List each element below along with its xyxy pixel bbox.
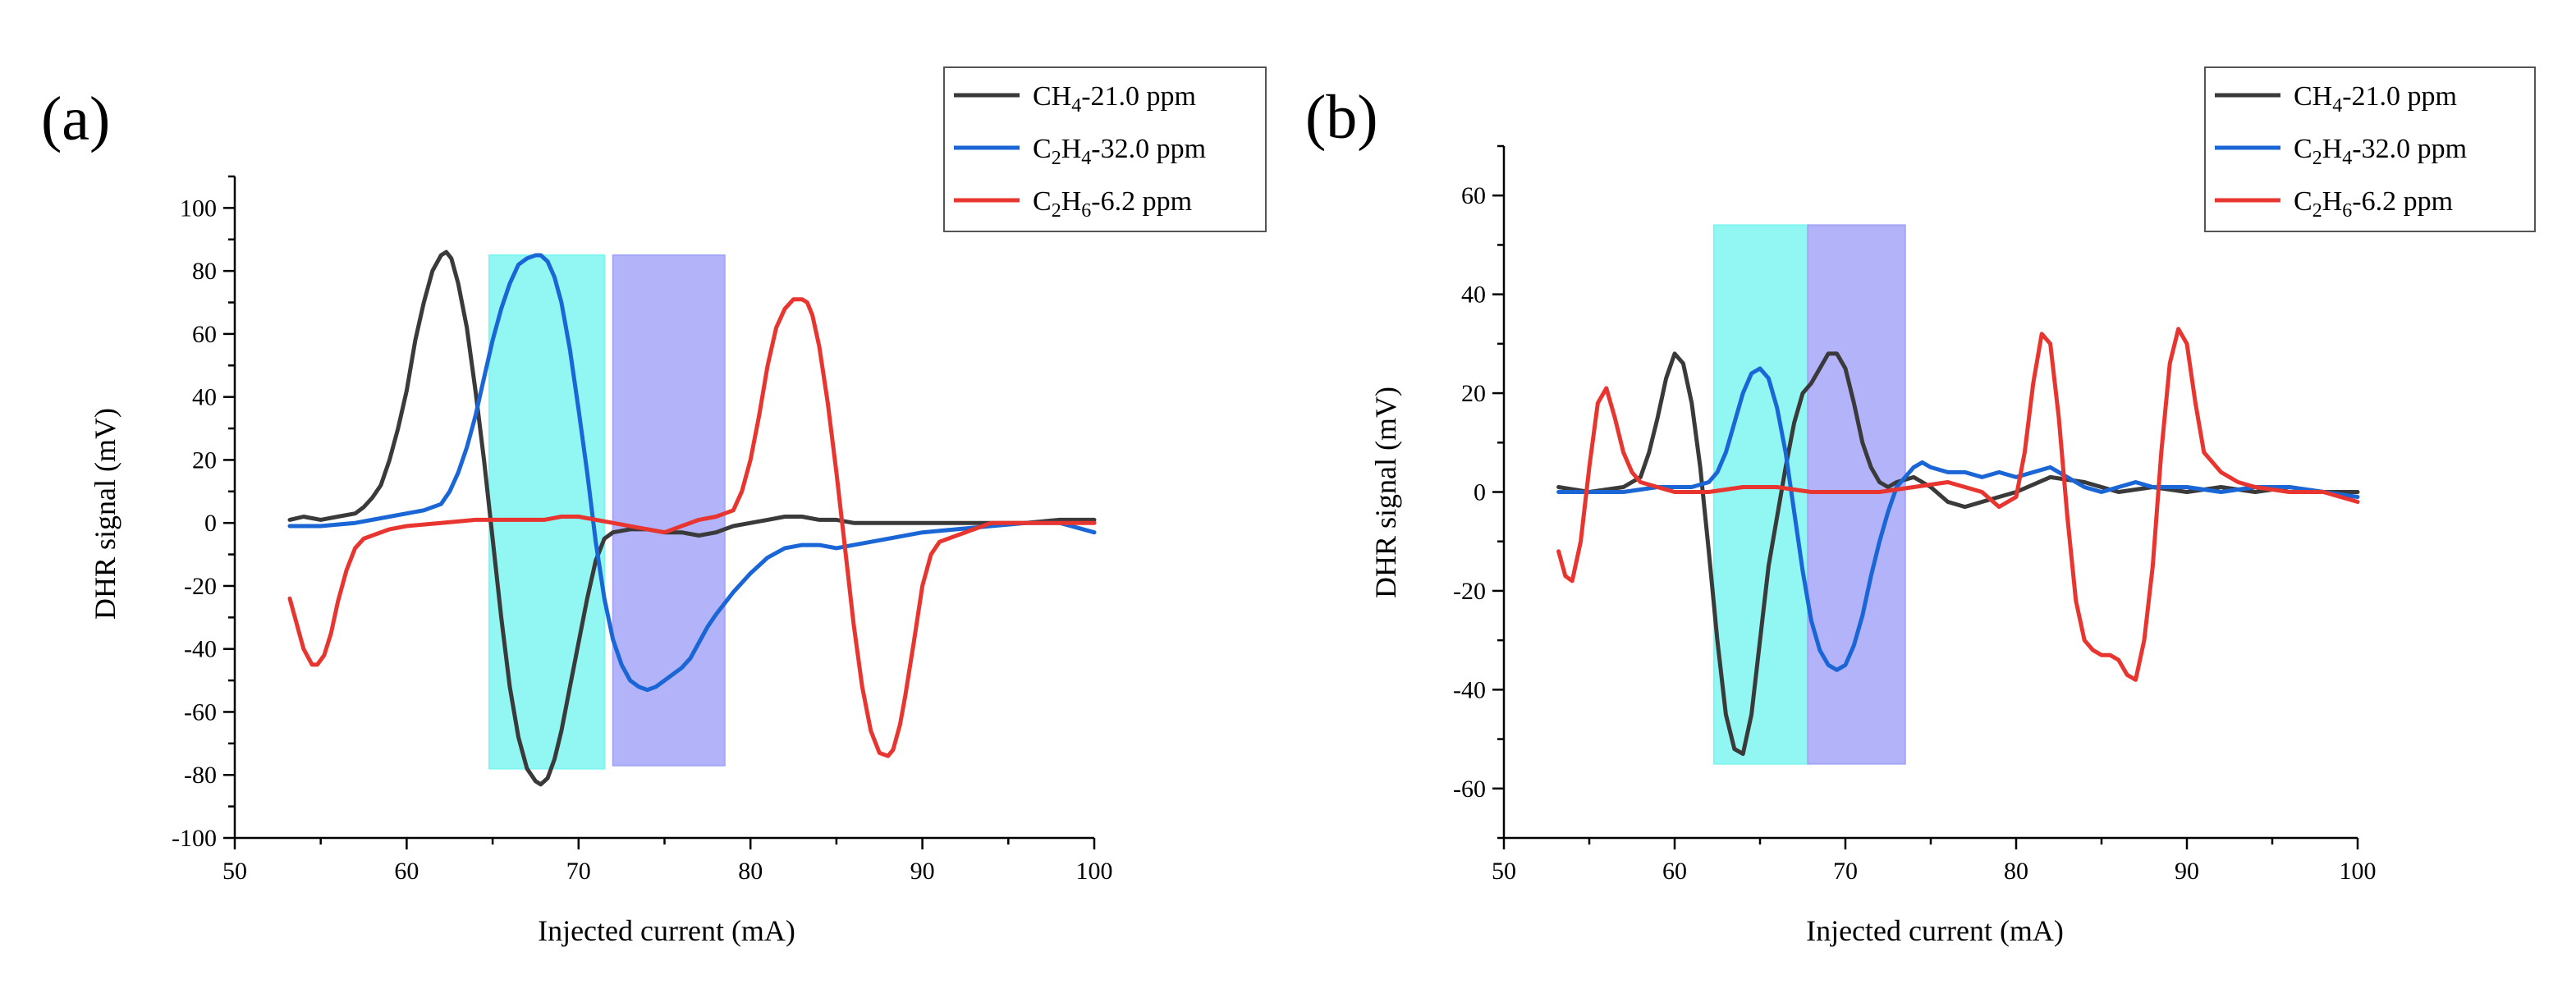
legend-label-2: C2H4-32.0 ppm bbox=[2294, 134, 2467, 169]
x-tick-label: 100 bbox=[2340, 858, 2377, 885]
series-line-2 bbox=[287, 253, 1097, 693]
panel-label-a: (a) bbox=[41, 85, 110, 153]
y-tick-label: -80 bbox=[184, 762, 217, 789]
x-tick-label: 80 bbox=[2004, 858, 2028, 885]
legend-label-1: CH4-21.0 ppm bbox=[1033, 81, 1196, 117]
x-tick-label: 90 bbox=[910, 858, 935, 885]
legend-label-1: CH4-21.0 ppm bbox=[2294, 81, 2457, 117]
chart-panel-b: (b) 50 60 70 80 90 100 -60 -40 -20 0 20 40 60 Inject… bbox=[1305, 66, 2536, 947]
y-tick-label: -40 bbox=[1453, 676, 1486, 703]
y-tick-label: -100 bbox=[172, 825, 217, 852]
chart-panel-a: (a) 50 60 70 80 90 100 -100 -80 -60 -40 -20 0 20 40 60… bbox=[41, 66, 1267, 947]
y-tick-label: 40 bbox=[1461, 282, 1486, 309]
series-line-1 bbox=[1556, 351, 2360, 757]
x-tick-label: 60 bbox=[1662, 858, 1687, 885]
y-tick-label: -60 bbox=[184, 698, 217, 725]
series-line-3 bbox=[287, 297, 1097, 758]
series-line-3 bbox=[1556, 327, 2360, 682]
y-tick-label: 80 bbox=[192, 258, 217, 285]
legend-label-2: C2H4-32.0 ppm bbox=[1033, 134, 1206, 169]
y-tick-label: -20 bbox=[1453, 578, 1486, 605]
x-tick-label: 70 bbox=[1833, 858, 1858, 885]
axes-b: 50 60 70 80 90 100 -60 -40 -20 0 20 40 60 bbox=[1453, 144, 2377, 885]
y-tick-label: 40 bbox=[192, 384, 217, 411]
x-tick-label: 100 bbox=[1076, 858, 1113, 885]
x-tick-label: 50 bbox=[222, 858, 247, 885]
y-tick-label: 100 bbox=[180, 195, 217, 222]
y-tick-label: 0 bbox=[1474, 479, 1486, 506]
x-axis-title-a: Injected current (mA) bbox=[538, 914, 795, 947]
y-tick-label: 0 bbox=[204, 510, 217, 537]
x-tick-label: 50 bbox=[1492, 858, 1516, 885]
highlight-bands-b bbox=[1712, 224, 1906, 765]
legend-b: CH4-21.0 ppm C2H4-32.0 ppm C2H6-6.2 ppm bbox=[2204, 66, 2536, 232]
y-tick-label: 60 bbox=[1461, 182, 1486, 209]
legend-label-3: C2H6-6.2 ppm bbox=[2294, 186, 2453, 222]
series-line-2 bbox=[1556, 366, 2360, 672]
series-line-1 bbox=[287, 249, 1097, 787]
highlight-band-2 bbox=[1807, 224, 1906, 765]
x-tick-label: 60 bbox=[394, 858, 419, 885]
series-lines-a bbox=[287, 249, 1097, 787]
series-lines-b bbox=[1556, 327, 2360, 757]
x-tick-label: 70 bbox=[566, 858, 591, 885]
y-tick-label: 20 bbox=[192, 446, 217, 474]
highlight-bands-a bbox=[488, 254, 726, 770]
highlight-band-2 bbox=[612, 254, 726, 767]
y-axis-title-b: DHR signal (mV) bbox=[1369, 387, 1402, 598]
y-axis-title-a: DHR signal (mV) bbox=[89, 408, 121, 620]
x-tick-label: 80 bbox=[738, 858, 763, 885]
highlight-band-1 bbox=[488, 254, 606, 770]
y-tick-label: -60 bbox=[1453, 776, 1486, 803]
x-tick-label: 90 bbox=[2175, 858, 2199, 885]
x-axis-title-b: Injected current (mA) bbox=[1806, 914, 2064, 947]
y-tick-label: -20 bbox=[184, 573, 217, 600]
y-tick-label: 60 bbox=[192, 321, 217, 348]
panel-label-b: (b) bbox=[1305, 83, 1378, 152]
legend-label-3: C2H6-6.2 ppm bbox=[1033, 186, 1192, 222]
axes-a: 50 60 70 80 90 100 -100 -80 -60 -40 -20 0 20 40 60 80 10… bbox=[172, 175, 1113, 885]
y-tick-label: 20 bbox=[1461, 380, 1486, 407]
y-tick-label: -40 bbox=[184, 636, 217, 663]
legend-a: CH4-21.0 ppm C2H4-32.0 ppm C2H6-6.2 ppm bbox=[943, 66, 1267, 232]
